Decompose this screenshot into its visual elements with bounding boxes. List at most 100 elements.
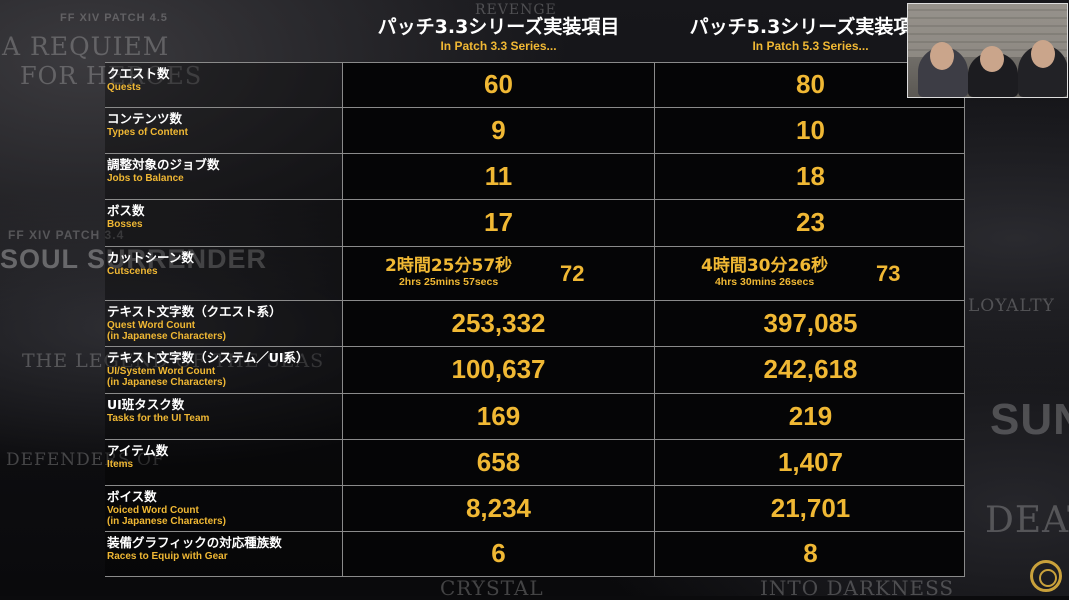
row-label: テキスト文字数（クエスト系） Quest Word Count (in Japa… bbox=[107, 304, 282, 342]
row-label-jp: ボス数 bbox=[107, 203, 145, 218]
bg-title-into-darkness: INTO DARKNESS bbox=[760, 576, 955, 600]
value-patch-5-3: 8 bbox=[803, 538, 818, 568]
row-label: アイテム数 Items bbox=[107, 443, 168, 470]
row-label-en: Bosses bbox=[107, 219, 143, 230]
row-label-en: Cutscenes bbox=[107, 266, 158, 277]
duration-jp: 2時間25分57秒 bbox=[385, 256, 513, 276]
table-row: ボス数 Bosses 17 23 bbox=[105, 199, 965, 246]
column-header-jp: パッチ3.3シリーズ実装項目 bbox=[377, 16, 620, 38]
value-patch-5-3: 23 bbox=[796, 207, 825, 237]
value-patch-3-3: 8,234 bbox=[465, 493, 532, 523]
bg-title-legend: THE LEGEND OF THE SEAS bbox=[22, 350, 325, 372]
value-patch-5-3: 397,085 bbox=[763, 308, 858, 338]
row-label: テキスト文字数（システム／UI系） UI/System Word Count (… bbox=[107, 350, 309, 388]
row-label-jp: UI班タスク数 bbox=[107, 397, 185, 412]
row-label-jp: テキスト文字数（クエスト系） bbox=[107, 304, 282, 319]
patch-3-3-column bbox=[343, 62, 654, 577]
value-patch-3-3: 253,332 bbox=[451, 308, 546, 338]
value-patch-3-3: 17 bbox=[484, 207, 513, 237]
bg-title-requiem: A REQUIEM bbox=[2, 32, 170, 61]
grid-line bbox=[105, 153, 965, 154]
row-label: UI班タスク数 Tasks for the UI Team bbox=[107, 397, 209, 424]
cutscene-duration-3-3: 2時間25分57秒 2hrs 25mins 57secs bbox=[385, 256, 512, 289]
row-label-en-note: (in Japanese Characters) bbox=[107, 331, 226, 342]
grid-line bbox=[105, 107, 965, 108]
duration-jp: 4時間30分26秒 bbox=[701, 256, 829, 276]
row-label-en: Jobs to Balance bbox=[107, 173, 184, 184]
grid-line bbox=[105, 246, 965, 247]
row-label-en: Types of Content bbox=[107, 127, 188, 138]
row-label-en-note: (in Japanese Characters) bbox=[107, 516, 226, 527]
value-patch-3-3: 6 bbox=[491, 538, 506, 568]
table-row: テキスト文字数（クエスト系） Quest Word Count (in Japa… bbox=[105, 300, 965, 346]
table-row: クエスト数 Quests 60 80 bbox=[105, 62, 965, 107]
row-label-jp: 装備グラフィックの対応種族数 bbox=[107, 535, 282, 550]
table-row: テキスト文字数（システム／UI系） UI/System Word Count (… bbox=[105, 346, 965, 393]
presenter-left-head bbox=[930, 42, 954, 70]
table-row: UI班タスク数 Tasks for the UI Team 169 219 bbox=[105, 393, 965, 439]
table-row: 調整対象のジョブ数 Jobs to Balance 11 18 bbox=[105, 153, 965, 199]
table-row: カットシーン数 Cutscenes 2時間25分57秒 2hrs 25mins … bbox=[105, 246, 965, 300]
bg-title-loyalty: LOYALTY bbox=[968, 296, 1055, 316]
row-label-en: Races to Equip with Gear bbox=[107, 551, 228, 562]
value-patch-3-3: 11 bbox=[484, 161, 513, 191]
value-patch-5-3: 1,407 bbox=[777, 447, 844, 477]
column-header-jp: パッチ5.3シリーズ実装項目 bbox=[689, 16, 932, 38]
grid-line bbox=[654, 62, 655, 577]
row-label-en: Quests bbox=[107, 82, 141, 93]
table-row: 装備グラフィックの対応種族数 Races to Equip with Gear … bbox=[105, 531, 965, 576]
comparison-table: パッチ3.3シリーズ実装項目 In Patch 3.3 Series... パッ… bbox=[105, 0, 965, 577]
grid-line bbox=[105, 300, 965, 301]
duration-en: 4hrs 30mins 26secs bbox=[714, 276, 815, 288]
bg-title-heroes: FOR HEROES bbox=[20, 62, 203, 90]
table-row: コンテンツ数 Types of Content 9 10 bbox=[105, 107, 965, 153]
value-patch-5-3: 242,618 bbox=[763, 354, 858, 384]
row-label: ボイス数 Voiced Word Count (in Japanese Char… bbox=[107, 489, 226, 527]
grid-line bbox=[105, 393, 965, 394]
grid-line bbox=[964, 62, 965, 577]
label-column bbox=[105, 62, 342, 577]
row-label: 装備グラフィックの対応種族数 Races to Equip with Gear bbox=[107, 535, 282, 562]
row-label-en: Quest Word Count bbox=[107, 320, 196, 331]
bg-title-revenge: REVENGE bbox=[475, 2, 557, 18]
row-label-en: Tasks for the UI Team bbox=[107, 413, 210, 424]
row-label: 調整対象のジョブ数 Jobs to Balance bbox=[107, 157, 220, 184]
value-patch-3-3: 658 bbox=[476, 447, 521, 477]
column-header-en: In Patch 3.3 Series... bbox=[440, 39, 557, 53]
value-patch-5-3: 21,701 bbox=[770, 493, 851, 523]
column-header-en: In Patch 5.3 Series... bbox=[752, 39, 869, 53]
grid-line bbox=[105, 346, 965, 347]
bg-title-death: DEATH bbox=[985, 500, 1069, 541]
patch-5-3-column bbox=[655, 62, 965, 577]
row-label-jp: ボイス数 bbox=[107, 489, 157, 504]
row-label-en: Items bbox=[107, 459, 134, 470]
row-label-jp: テキスト文字数（システム／UI系） bbox=[107, 350, 309, 365]
value-patch-5-3: 10 bbox=[796, 115, 825, 145]
value-patch-3-3: 72 bbox=[560, 261, 585, 286]
row-label-en: UI/System Word Count bbox=[107, 366, 216, 377]
value-patch-3-3: 100,637 bbox=[451, 354, 546, 384]
row-label: ボス数 Bosses bbox=[107, 203, 145, 230]
row-label: コンテンツ数 Types of Content bbox=[107, 111, 188, 138]
row-label-en: Voiced Word Count bbox=[107, 505, 199, 516]
grid-line bbox=[105, 199, 965, 200]
duration-en: 2hrs 25mins 57secs bbox=[398, 276, 499, 288]
grid-line bbox=[105, 531, 965, 532]
presenter-right-head bbox=[1031, 40, 1055, 68]
value-patch-5-3: 219 bbox=[788, 401, 833, 431]
row-label: カットシーン数 Cutscenes bbox=[107, 250, 194, 277]
row-label: クエスト数 Quests bbox=[107, 66, 170, 93]
value-patch-3-3: 169 bbox=[476, 401, 521, 431]
table-row: アイテム数 Items 658 1,407 bbox=[105, 439, 965, 485]
grid-line bbox=[105, 576, 965, 577]
table-row: ボイス数 Voiced Word Count (in Japanese Char… bbox=[105, 485, 965, 531]
column-header-patch-3-3: パッチ3.3シリーズ実装項目 In Patch 3.3 Series... bbox=[343, 16, 654, 54]
game-emblem-icon bbox=[1030, 560, 1062, 592]
value-patch-5-3: 18 bbox=[796, 161, 825, 191]
value-patch-3-3: 60 bbox=[484, 69, 513, 99]
grid-line bbox=[105, 62, 965, 63]
value-patch-5-3: 80 bbox=[796, 69, 825, 99]
row-label-jp: コンテンツ数 bbox=[107, 111, 183, 126]
cutscene-duration-5-3: 4時間30分26秒 4hrs 30mins 26secs bbox=[701, 256, 828, 289]
row-label-en-note: (in Japanese Characters) bbox=[107, 377, 226, 388]
